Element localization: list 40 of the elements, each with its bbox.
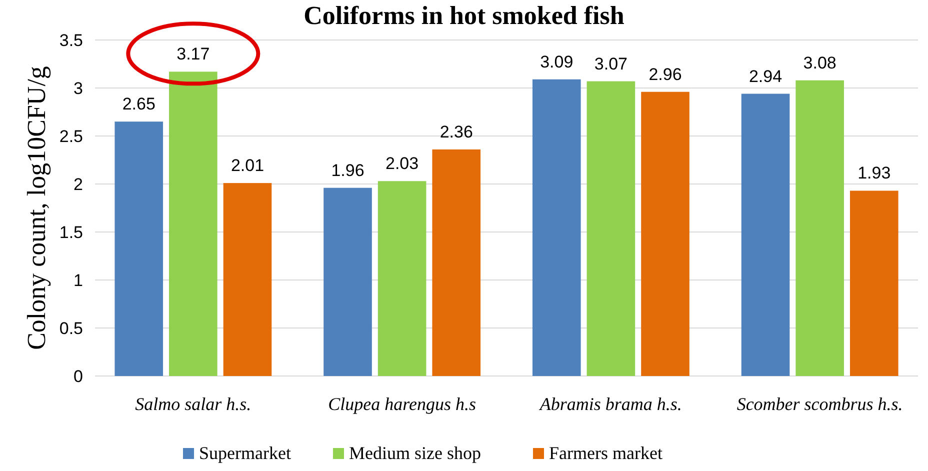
data-label: 3.17 [176, 44, 210, 64]
y-tick-label: 3.5 [59, 30, 83, 50]
bar [378, 181, 426, 376]
legend-label: Farmers market [549, 443, 662, 463]
x-tick-label: Scomber scombrus h.s. [736, 394, 903, 414]
y-tick-label: 0 [74, 366, 83, 386]
y-tick-label: 0.5 [59, 318, 83, 338]
data-label: 2.96 [648, 64, 682, 84]
bar [796, 80, 844, 376]
bar [586, 81, 636, 376]
legend-label: Medium size shop [349, 443, 481, 463]
x-tick-label: Salmo salar h.s. [135, 394, 252, 414]
y-tick-label: 1.5 [59, 222, 83, 242]
data-label: 3.07 [594, 54, 628, 74]
y-tick-label: 2 [74, 174, 83, 194]
bar [850, 190, 898, 376]
data-label: 2.65 [122, 94, 156, 114]
data-label: 1.96 [331, 160, 364, 180]
y-tick-label: 3 [74, 78, 83, 98]
data-label: 3.09 [540, 52, 574, 72]
bar [532, 79, 581, 376]
chart-title: Coliforms in hot smoked fish [304, 1, 625, 30]
y-tick-label: 2.5 [59, 126, 83, 146]
data-label: 2.01 [230, 156, 264, 176]
bar [741, 94, 790, 376]
data-label: 2.36 [440, 122, 473, 142]
bar [641, 92, 690, 376]
bar [114, 122, 164, 376]
data-label: 1.93 [858, 164, 891, 183]
legend-label: Supermarket [199, 443, 291, 463]
x-tick-label: Clupea harengus h.s [328, 394, 476, 414]
data-label: 3.08 [803, 53, 836, 72]
bar [223, 183, 272, 376]
x-tick-label: Abramis brama h.s. [538, 394, 682, 414]
data-label: 2.94 [748, 66, 782, 86]
bar [432, 149, 481, 376]
data-label: 2.03 [386, 154, 419, 174]
y-tick-label: 1 [74, 270, 83, 290]
y-axis-title: Colony count, log10CFU/g [22, 66, 51, 350]
bar [324, 188, 372, 376]
